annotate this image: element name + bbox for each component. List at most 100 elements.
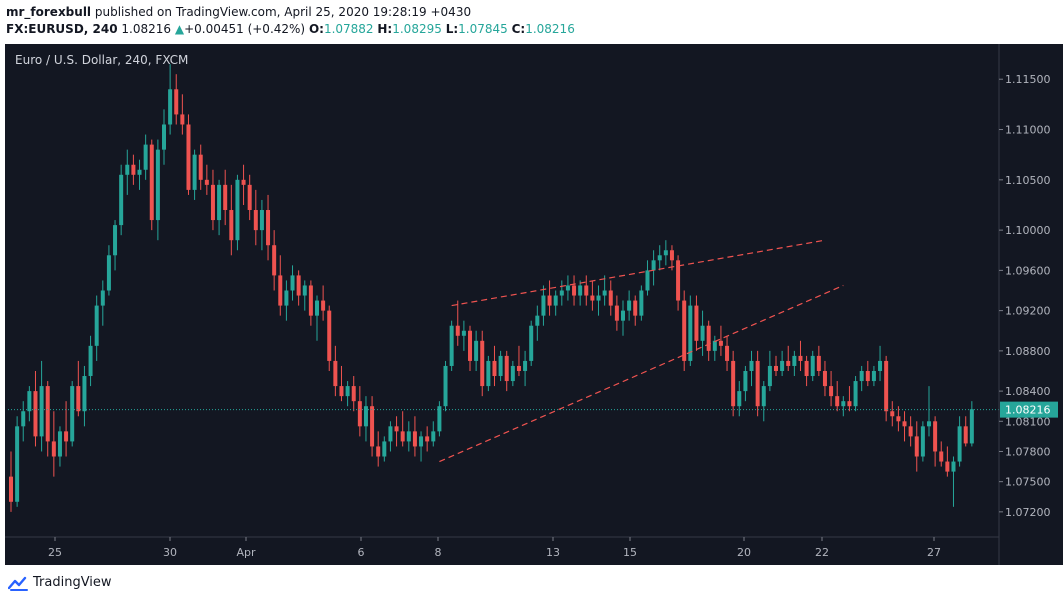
- candle-body: [45, 386, 50, 442]
- candle-body: [339, 386, 344, 397]
- candle-body: [272, 245, 277, 276]
- price-axis[interactable]: 1.11500 1.11000 1.10500 1.10000 1.09600 1.092…: [999, 73, 1058, 519]
- candle-body: [474, 340, 479, 361]
- candle-body: [559, 290, 564, 296]
- candle: [431, 421, 436, 447]
- candle: [406, 421, 411, 452]
- wedge-trend-line[interactable]: [439, 284, 844, 463]
- candle: [767, 350, 772, 392]
- publication-info: mr_forexbull published on TradingView.co…: [6, 5, 471, 19]
- candle-body: [939, 451, 944, 462]
- candle: [125, 149, 130, 195]
- candle: [700, 310, 705, 356]
- candle-body: [614, 305, 619, 321]
- price-tick-label: 1.10500: [1005, 174, 1051, 187]
- candle: [468, 325, 472, 371]
- candle: [217, 179, 222, 236]
- candle-body: [253, 210, 258, 231]
- candle-body: [884, 360, 889, 412]
- candle: [419, 431, 424, 462]
- high-label: H:: [377, 22, 393, 36]
- candle: [131, 154, 136, 185]
- candle: [590, 280, 595, 311]
- candle-body: [149, 144, 154, 221]
- candle-body: [798, 355, 803, 361]
- candle-body: [590, 295, 595, 301]
- candle: [578, 280, 583, 306]
- candle: [351, 376, 356, 412]
- candle-body: [406, 431, 411, 442]
- candle: [731, 350, 736, 417]
- candle: [529, 320, 534, 366]
- author-name[interactable]: mr_forexbull: [6, 5, 92, 19]
- candle: [737, 381, 742, 417]
- candle: [229, 184, 234, 256]
- candle-body: [259, 210, 264, 231]
- candle: [149, 139, 154, 231]
- wedge-trend-line[interactable]: [451, 239, 826, 307]
- candle-body: [388, 426, 393, 442]
- last-price: 1.08216: [121, 22, 172, 36]
- candle-body: [449, 325, 454, 366]
- price-tick-label: 1.09600: [1005, 264, 1051, 277]
- brand-name[interactable]: TradingView: [33, 575, 112, 590]
- low-value: 1.07845: [458, 22, 508, 36]
- candle: [9, 451, 13, 512]
- candle-body: [755, 360, 760, 407]
- candle: [15, 416, 20, 507]
- candle: [70, 381, 75, 447]
- candle: [633, 295, 638, 326]
- chart-area[interactable]: Euro / U.S. Dollar, 240, FXCM 1.11500 1.1…: [5, 44, 1063, 565]
- candle: [204, 164, 209, 195]
- time-tick-label: Apr: [236, 546, 256, 559]
- candle: [94, 295, 99, 361]
- candle: [749, 350, 754, 387]
- candle-body: [725, 345, 730, 361]
- candle-body: [841, 401, 846, 407]
- candle-body: [914, 436, 919, 457]
- candle-body: [33, 391, 38, 437]
- candle-body: [572, 285, 577, 296]
- candle-body: [890, 411, 895, 417]
- candle-body: [64, 431, 69, 442]
- candle-body: [235, 179, 240, 241]
- candle: [27, 386, 32, 422]
- candle: [100, 280, 105, 326]
- candle: [162, 109, 166, 165]
- time-axis[interactable]: 25 30 Apr 6 8 13 15 20 22 27: [48, 537, 941, 559]
- candle-body: [896, 416, 901, 422]
- candle-body: [412, 431, 417, 447]
- candlestick-chart[interactable]: Euro / U.S. Dollar, 240, FXCM 1.115001.1…: [5, 44, 1063, 565]
- candle-body: [296, 275, 301, 296]
- candle-body: [694, 305, 699, 341]
- candle: [859, 365, 864, 392]
- candle-body: [945, 461, 950, 472]
- close-label: C:: [511, 22, 526, 36]
- candle: [688, 295, 693, 366]
- candle: [168, 64, 173, 135]
- candle-body: [9, 476, 13, 502]
- candle: [210, 169, 215, 231]
- candle-body: [162, 124, 166, 150]
- candle-body: [345, 386, 350, 397]
- candle: [792, 350, 797, 377]
- candle-body: [100, 290, 105, 306]
- candle-body: [608, 290, 613, 306]
- candle-body: [902, 421, 907, 427]
- candle-body: [15, 426, 20, 502]
- candle-body: [706, 325, 711, 351]
- candle: [339, 365, 344, 402]
- candle-body: [425, 436, 430, 442]
- current-price-badge: [1000, 401, 1058, 418]
- candle: [137, 159, 142, 190]
- candle: [186, 114, 191, 195]
- candle: [39, 360, 44, 452]
- candle-body: [186, 124, 191, 190]
- candle: [510, 360, 515, 387]
- candle: [804, 355, 809, 387]
- candle-body: [223, 184, 228, 211]
- candle: [284, 280, 289, 321]
- candle: [963, 416, 968, 447]
- candle: [933, 416, 938, 467]
- candle: [302, 280, 307, 311]
